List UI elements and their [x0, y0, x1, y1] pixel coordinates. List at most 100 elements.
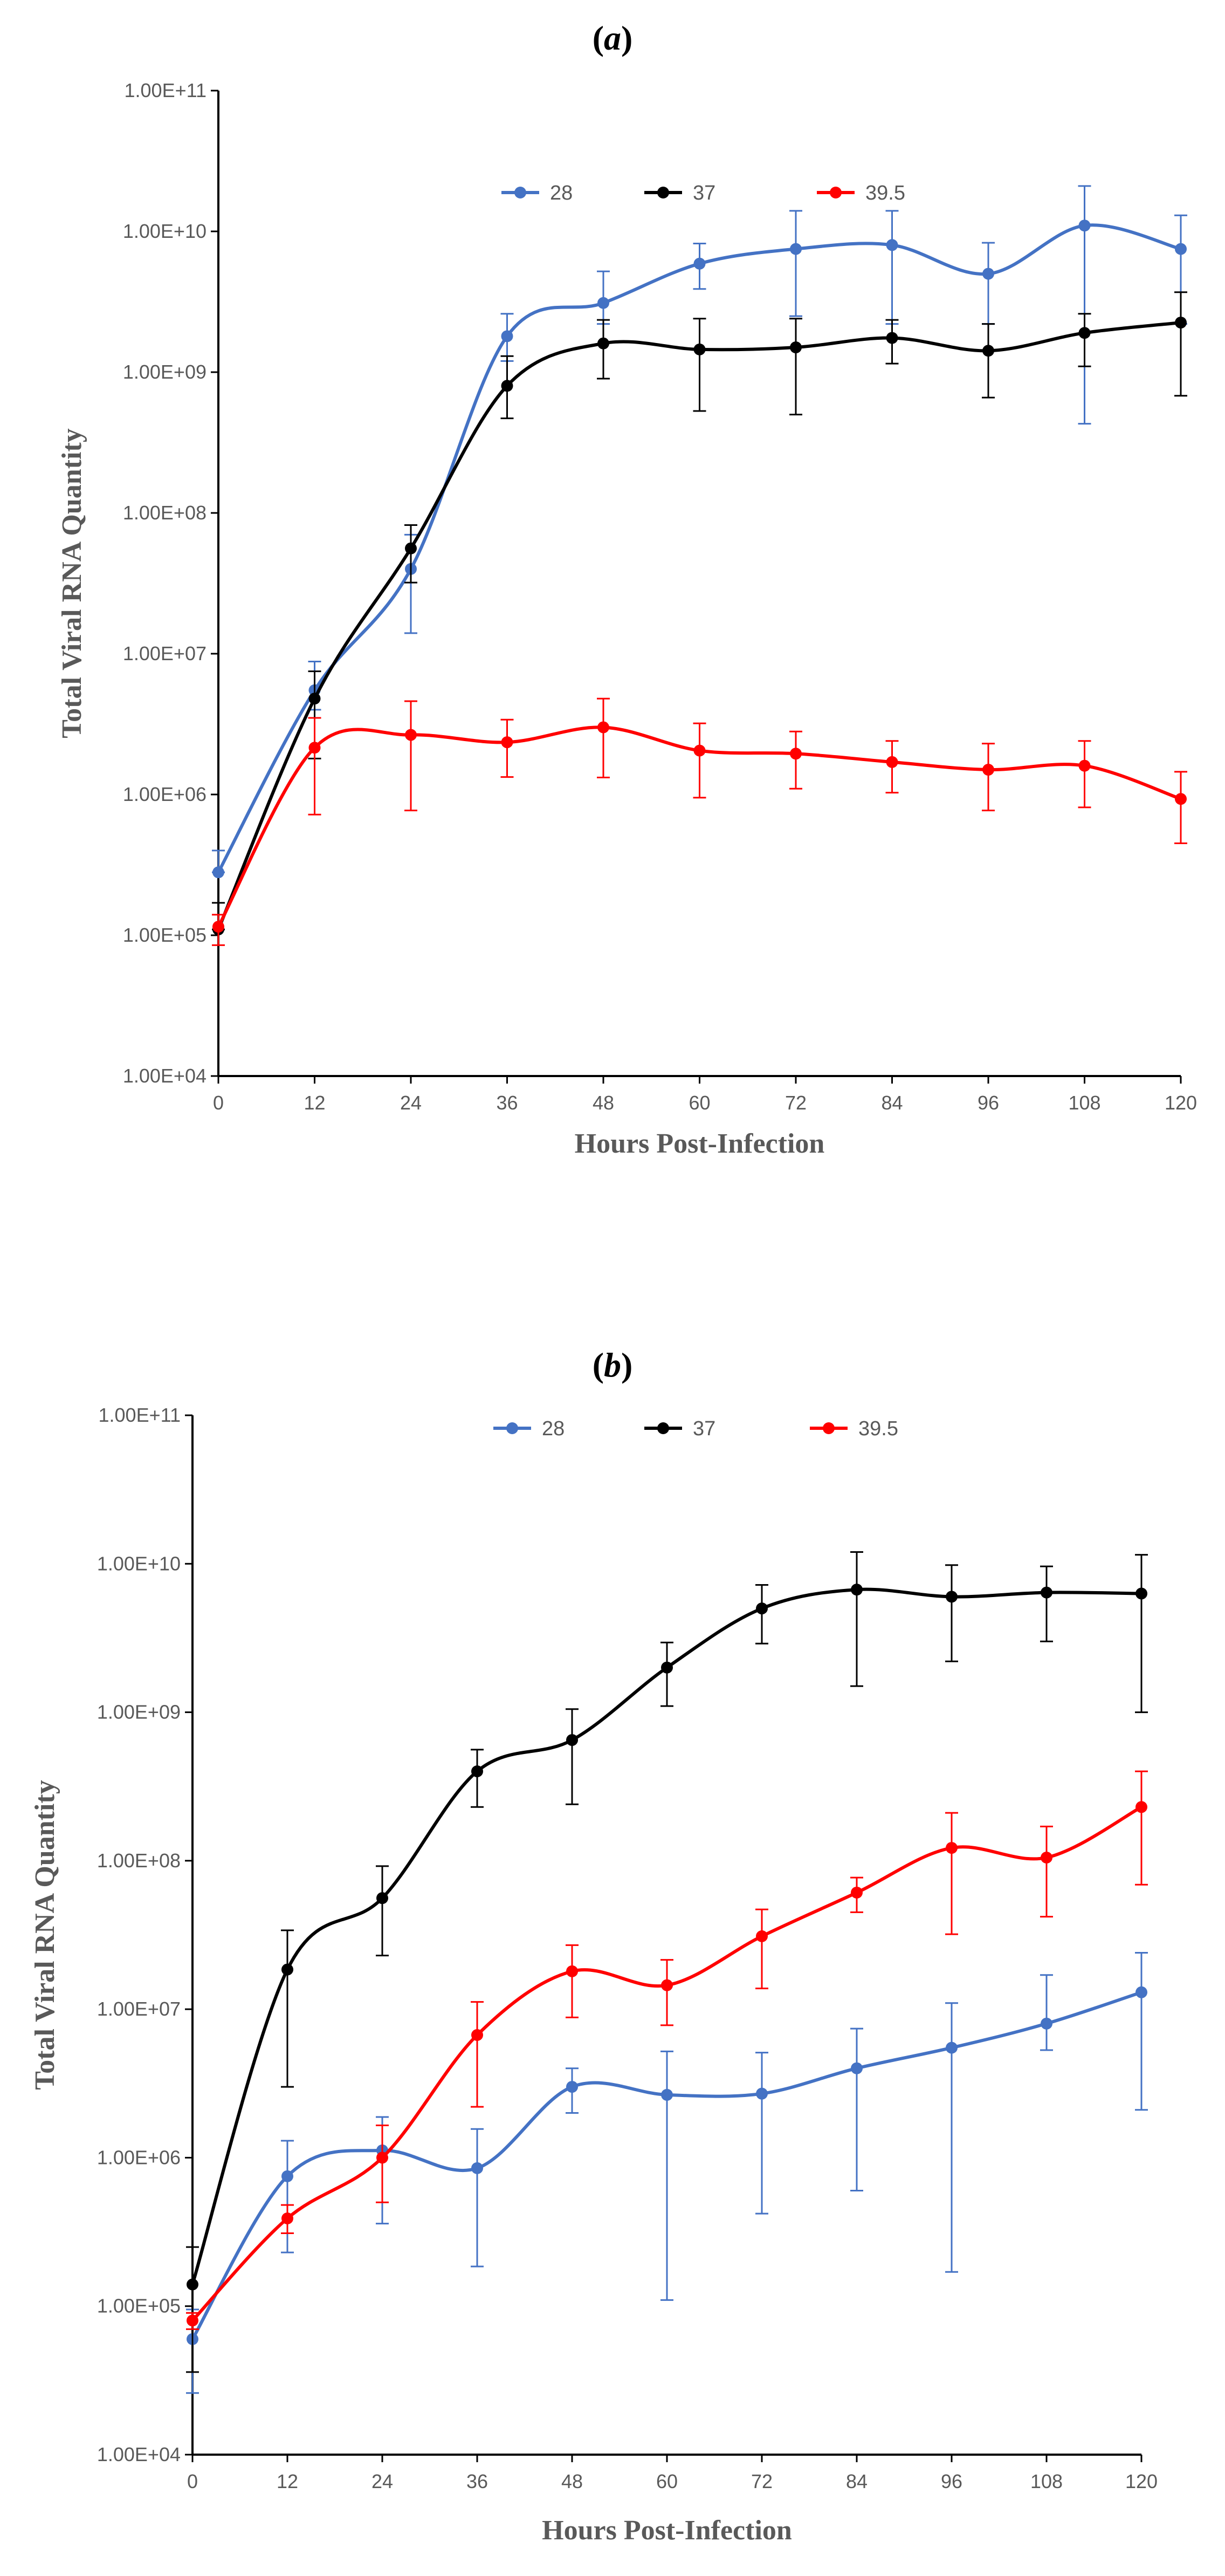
data-point: [501, 736, 513, 749]
data-point: [1078, 220, 1091, 232]
data-point: [851, 2062, 863, 2074]
data-point: [1078, 759, 1091, 772]
data-point: [790, 748, 802, 760]
series-39.5: [186, 1770, 1148, 2330]
data-point: [187, 2314, 198, 2327]
x-axis-title-b: Hours Post-Infection: [542, 2515, 792, 2546]
y-tick-label: 1.00E+06: [97, 2146, 181, 2168]
legend-swatch-marker: [657, 1422, 669, 1434]
data-point: [1041, 1852, 1052, 1864]
legend-item-37: 37: [644, 182, 715, 204]
data-point: [1135, 1986, 1147, 1998]
x-tick-label: 36: [466, 2470, 488, 2492]
data-point: [756, 1930, 768, 1942]
x-tick-label: 60: [656, 2470, 678, 2492]
data-point: [1135, 1587, 1147, 1600]
data-point: [982, 268, 994, 280]
x-tick-label: 0: [187, 2470, 198, 2492]
series-37: [212, 291, 1187, 936]
data-point: [693, 744, 706, 757]
x-tick-label: 120: [1125, 2470, 1158, 2492]
data-point: [1135, 1801, 1147, 1813]
data-point: [376, 2152, 388, 2164]
axes-a: [211, 90, 1182, 1084]
legend-item-28: 28: [493, 1417, 565, 1440]
y-tick-label: 1.00E+08: [123, 502, 207, 524]
data-point: [405, 729, 417, 741]
axes-b: [185, 1414, 1143, 2462]
legend-swatch-marker: [830, 187, 842, 198]
y-tick-label: 1.00E+08: [97, 1849, 181, 1872]
x-tick-label: 84: [846, 2470, 868, 2492]
x-tick-label: 108: [1030, 2470, 1063, 2492]
data-point: [212, 921, 224, 933]
data-point: [212, 866, 224, 879]
data-point: [308, 742, 321, 754]
y-tick-label: 1.00E+10: [97, 1552, 181, 1574]
y-tick-label: 1.00E+05: [97, 2295, 181, 2317]
data-point: [790, 341, 802, 354]
data-point: [597, 297, 609, 309]
data-point: [471, 1765, 483, 1778]
x-tick-label: 60: [689, 1092, 710, 1114]
y-tick-label: 1.00E+05: [123, 924, 207, 946]
y-tick-label: 1.00E+09: [97, 1701, 181, 1723]
x-axis-ticks-a: 0 12 24 36 48 60 72 84 96 108 120: [213, 1092, 1197, 1114]
y-axis-ticks-a: 1.00E+04 1.00E+05 1.00E+06 1.00E+07 1.00…: [123, 79, 207, 1087]
series-layer-b: [186, 1551, 1148, 2394]
data-point: [1078, 327, 1091, 339]
data-point: [851, 1886, 863, 1899]
data-point: [982, 345, 994, 357]
data-point: [566, 1965, 578, 1977]
data-point: [471, 2029, 483, 2041]
y-axis-ticks-b: 1.00E+04 1.00E+05 1.00E+06 1.00E+07 1.00…: [97, 1404, 181, 2465]
data-point: [281, 1963, 293, 1976]
data-point: [661, 1979, 673, 1991]
series-line: [217, 223, 1181, 873]
x-tick-label: 96: [941, 2470, 962, 2492]
x-tick-label: 120: [1165, 1092, 1197, 1114]
data-point: [501, 380, 513, 392]
y-axis-title-b: Total Viral RNA Quantity: [30, 1780, 60, 2090]
x-tick-label: 48: [593, 1092, 614, 1114]
series-39.5: [212, 697, 1187, 946]
y-tick-label: 1.00E+10: [123, 220, 207, 242]
legend-label: 28: [550, 182, 573, 204]
legend-a: 28 37 39.5: [501, 182, 905, 204]
y-tick-label: 1.00E+04: [123, 1065, 207, 1087]
data-point: [471, 2162, 483, 2174]
data-point: [405, 542, 417, 554]
series-line: [217, 725, 1181, 928]
y-tick-label: 1.00E+11: [125, 79, 207, 101]
legend-swatch-marker: [823, 1422, 835, 1434]
legend-label: 37: [693, 182, 715, 204]
series-line: [191, 1990, 1142, 2340]
data-point: [1175, 317, 1187, 329]
x-tick-label: 24: [400, 1092, 422, 1114]
x-tick-label: 36: [496, 1092, 518, 1114]
x-tick-label: 84: [881, 1092, 903, 1114]
legend-item-39.5: 39.5: [810, 1417, 898, 1440]
data-point: [187, 2278, 198, 2291]
legend-label: 39.5: [858, 1417, 898, 1440]
data-point: [756, 1602, 768, 1615]
y-tick-label: 1.00E+11: [99, 1404, 181, 1426]
legend-swatch-marker: [657, 187, 669, 198]
data-point: [566, 2081, 578, 2093]
series-37: [186, 1551, 1148, 2373]
data-point: [851, 1584, 863, 1596]
data-point: [661, 1661, 673, 1674]
chart-panel-a: (a) 1.00E+04 1.00E+05 1.00E+06 1.00E+07 …: [57, 19, 1197, 1159]
data-point: [693, 257, 706, 270]
x-tick-label: 108: [1068, 1092, 1100, 1114]
data-point: [886, 239, 898, 251]
data-point: [308, 693, 321, 705]
y-tick-label: 1.00E+04: [97, 2443, 181, 2465]
x-tick-label: 72: [751, 2470, 773, 2492]
series-line: [191, 1805, 1143, 2322]
data-point: [661, 2088, 673, 2101]
series-layer-a: [212, 185, 1187, 946]
legend-item-39.5: 39.5: [817, 182, 905, 204]
data-point: [376, 1892, 388, 1904]
